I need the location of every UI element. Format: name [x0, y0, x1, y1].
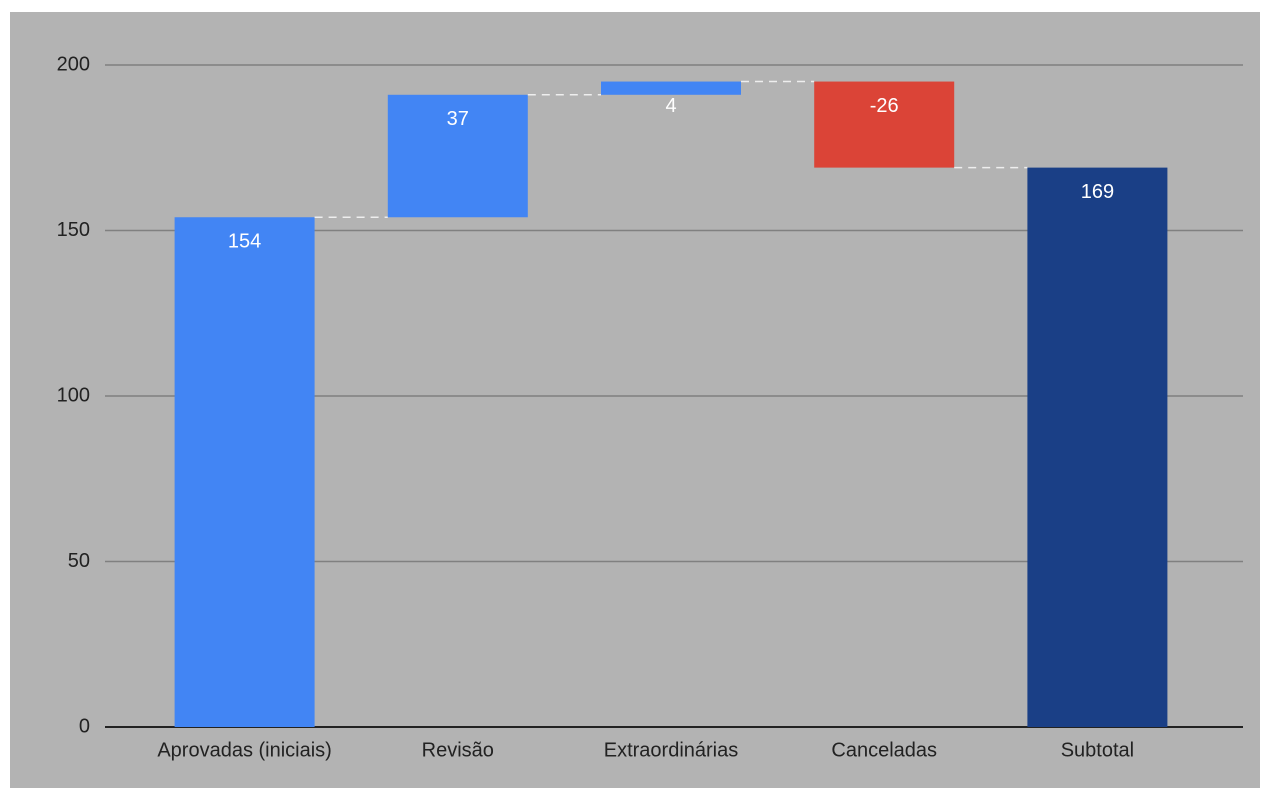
- x-tick-label: Subtotal: [1061, 739, 1134, 761]
- data-label: 154: [228, 231, 261, 253]
- y-tick-label: 150: [57, 219, 90, 241]
- bar: [174, 217, 315, 727]
- y-tick-label: 100: [57, 384, 90, 406]
- data-label: 4: [665, 95, 676, 117]
- y-tick-label: 50: [68, 550, 90, 572]
- bar: [1027, 167, 1168, 728]
- data-label: 37: [447, 108, 469, 130]
- bar: [601, 81, 741, 95]
- x-tick-label: Extraordinárias: [604, 739, 739, 761]
- x-tick-label: Aprovadas (iniciais): [157, 739, 332, 761]
- data-label: 169: [1081, 181, 1114, 203]
- y-tick-label: 0: [79, 715, 90, 737]
- bar: [387, 94, 528, 218]
- data-label: -26: [870, 95, 899, 117]
- x-tick-label: Canceladas: [831, 739, 937, 761]
- x-tick-label: Revisão: [422, 739, 494, 761]
- y-tick-label: 200: [57, 53, 90, 75]
- bar: [814, 81, 955, 168]
